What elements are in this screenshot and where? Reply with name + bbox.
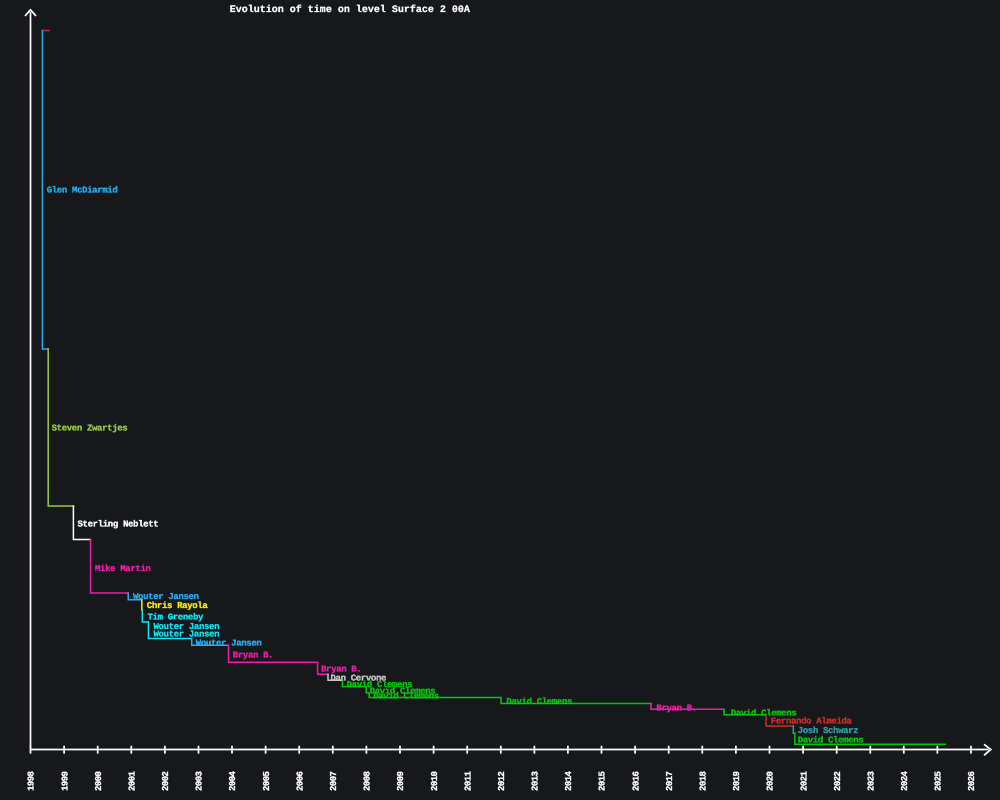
svg-text:Bryan B.: Bryan B. bbox=[233, 651, 273, 661]
svg-text:2004: 2004 bbox=[228, 770, 238, 791]
svg-text:2022: 2022 bbox=[833, 771, 843, 791]
svg-text:2002: 2002 bbox=[161, 771, 171, 791]
svg-text:2020: 2020 bbox=[766, 771, 776, 791]
svg-text:David Clemens: David Clemens bbox=[506, 697, 572, 707]
svg-text:2003: 2003 bbox=[195, 771, 205, 791]
svg-text:2001: 2001 bbox=[128, 770, 138, 791]
svg-text:Evolution of time on level Sur: Evolution of time on level Surface 2 00A bbox=[230, 4, 470, 16]
svg-text:1998: 1998 bbox=[27, 771, 37, 791]
svg-text:Josh Schwarz: Josh Schwarz bbox=[798, 726, 859, 736]
svg-text:Glen McDiarmid: Glen McDiarmid bbox=[47, 186, 118, 196]
svg-text:2014: 2014 bbox=[564, 770, 574, 791]
svg-text:Sterling Neblett: Sterling Neblett bbox=[78, 519, 159, 529]
svg-text:2019: 2019 bbox=[732, 771, 742, 791]
svg-text:Wouter Jansen: Wouter Jansen bbox=[154, 622, 220, 632]
svg-text:Chris Rayola: Chris Rayola bbox=[147, 601, 209, 611]
svg-text:2016: 2016 bbox=[631, 771, 641, 791]
svg-text:Bryan B.: Bryan B. bbox=[656, 704, 696, 714]
svg-text:Wouter Jansen: Wouter Jansen bbox=[154, 630, 220, 640]
svg-text:2021: 2021 bbox=[799, 770, 809, 791]
svg-text:2024: 2024 bbox=[900, 770, 910, 791]
svg-text:2006: 2006 bbox=[295, 771, 305, 791]
svg-text:Steven Zwartjes: Steven Zwartjes bbox=[52, 423, 128, 433]
svg-text:2005: 2005 bbox=[262, 771, 272, 791]
svg-text:Dan Cervone: Dan Cervone bbox=[331, 674, 387, 684]
svg-text:2015: 2015 bbox=[598, 771, 608, 791]
svg-text:David Clemens: David Clemens bbox=[731, 708, 797, 718]
svg-text:Fernando Almeida: Fernando Almeida bbox=[771, 717, 853, 727]
svg-text:David Clemens: David Clemens bbox=[798, 735, 864, 745]
svg-text:2018: 2018 bbox=[699, 771, 709, 791]
svg-text:2010: 2010 bbox=[430, 771, 440, 791]
svg-text:2012: 2012 bbox=[497, 771, 507, 791]
svg-text:Wouter Jansen: Wouter Jansen bbox=[196, 639, 262, 649]
svg-text:Wouter Jansen: Wouter Jansen bbox=[133, 592, 199, 602]
svg-text:David Clemens: David Clemens bbox=[370, 686, 436, 696]
svg-text:2007: 2007 bbox=[329, 771, 339, 791]
svg-text:2013: 2013 bbox=[531, 771, 541, 791]
svg-text:Mike Martin: Mike Martin bbox=[95, 564, 151, 574]
svg-text:Tim Greneby: Tim Greneby bbox=[148, 612, 205, 622]
svg-text:Bryan B.: Bryan B. bbox=[321, 664, 361, 674]
svg-text:David Clemens: David Clemens bbox=[373, 692, 439, 702]
svg-text:2017: 2017 bbox=[665, 771, 675, 791]
svg-text:David Clemens: David Clemens bbox=[347, 680, 413, 690]
svg-text:2000: 2000 bbox=[94, 771, 104, 791]
svg-text:2026: 2026 bbox=[967, 771, 977, 791]
svg-text:2009: 2009 bbox=[396, 771, 406, 791]
svg-text:2011: 2011 bbox=[463, 770, 473, 791]
svg-text:1999: 1999 bbox=[60, 771, 70, 791]
svg-text:2023: 2023 bbox=[867, 771, 877, 791]
svg-text:2025: 2025 bbox=[934, 771, 944, 791]
svg-text:2008: 2008 bbox=[363, 771, 373, 791]
